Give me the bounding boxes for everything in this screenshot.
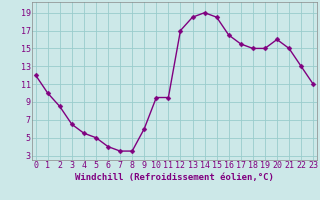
X-axis label: Windchill (Refroidissement éolien,°C): Windchill (Refroidissement éolien,°C) [75,173,274,182]
